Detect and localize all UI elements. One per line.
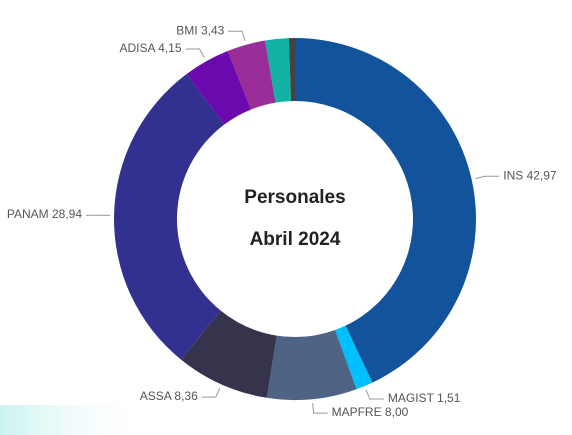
- category-name: MAGIST: [388, 391, 435, 405]
- center-title: Abril 2024: [250, 229, 341, 250]
- data-label: PANAM 28,94: [7, 207, 82, 221]
- donut-slice: [295, 38, 476, 383]
- value-label: 3,43: [201, 23, 225, 37]
- data-label: BMI 3,43: [176, 23, 224, 37]
- donut-slice: [181, 310, 277, 398]
- donut-slice: [227, 40, 276, 110]
- data-label: MAPFRE 8,00: [332, 405, 409, 419]
- leader-line: [228, 30, 246, 42]
- category-name: BMI: [176, 23, 197, 37]
- decoration: [0, 405, 150, 435]
- data-label: MAGIST 1,51: [388, 391, 461, 405]
- value-label: 8,00: [385, 405, 409, 419]
- donut-slice: [266, 329, 357, 400]
- data-label: ASSA 8,36: [140, 389, 198, 403]
- donut-slice: [265, 38, 291, 103]
- center-title: Personales: [244, 187, 345, 208]
- category-name: MAPFRE: [332, 405, 382, 419]
- value-label: 1,51: [437, 391, 461, 405]
- value-label: 42,97: [527, 168, 557, 182]
- donut-slice: [186, 51, 252, 125]
- data-label: INS 42,97: [503, 168, 557, 182]
- category-name: PANAM: [7, 207, 49, 221]
- value-label: 4,15: [158, 41, 182, 55]
- value-label: 8,36: [174, 389, 198, 403]
- leader-line: [365, 389, 384, 400]
- category-name: INS: [503, 168, 523, 182]
- donut-slice: [288, 38, 295, 102]
- leader-line: [475, 175, 500, 179]
- leader-line: [312, 403, 328, 414]
- leader-line: [185, 48, 205, 58]
- donut-slice: [113, 74, 225, 360]
- value-label: 28,94: [52, 207, 82, 221]
- category-name: ADISA: [119, 41, 155, 55]
- leader-line: [201, 387, 221, 398]
- category-name: ASSA: [140, 389, 172, 403]
- data-label: ADISA 4,15: [119, 41, 181, 55]
- donut-slice: [335, 325, 373, 390]
